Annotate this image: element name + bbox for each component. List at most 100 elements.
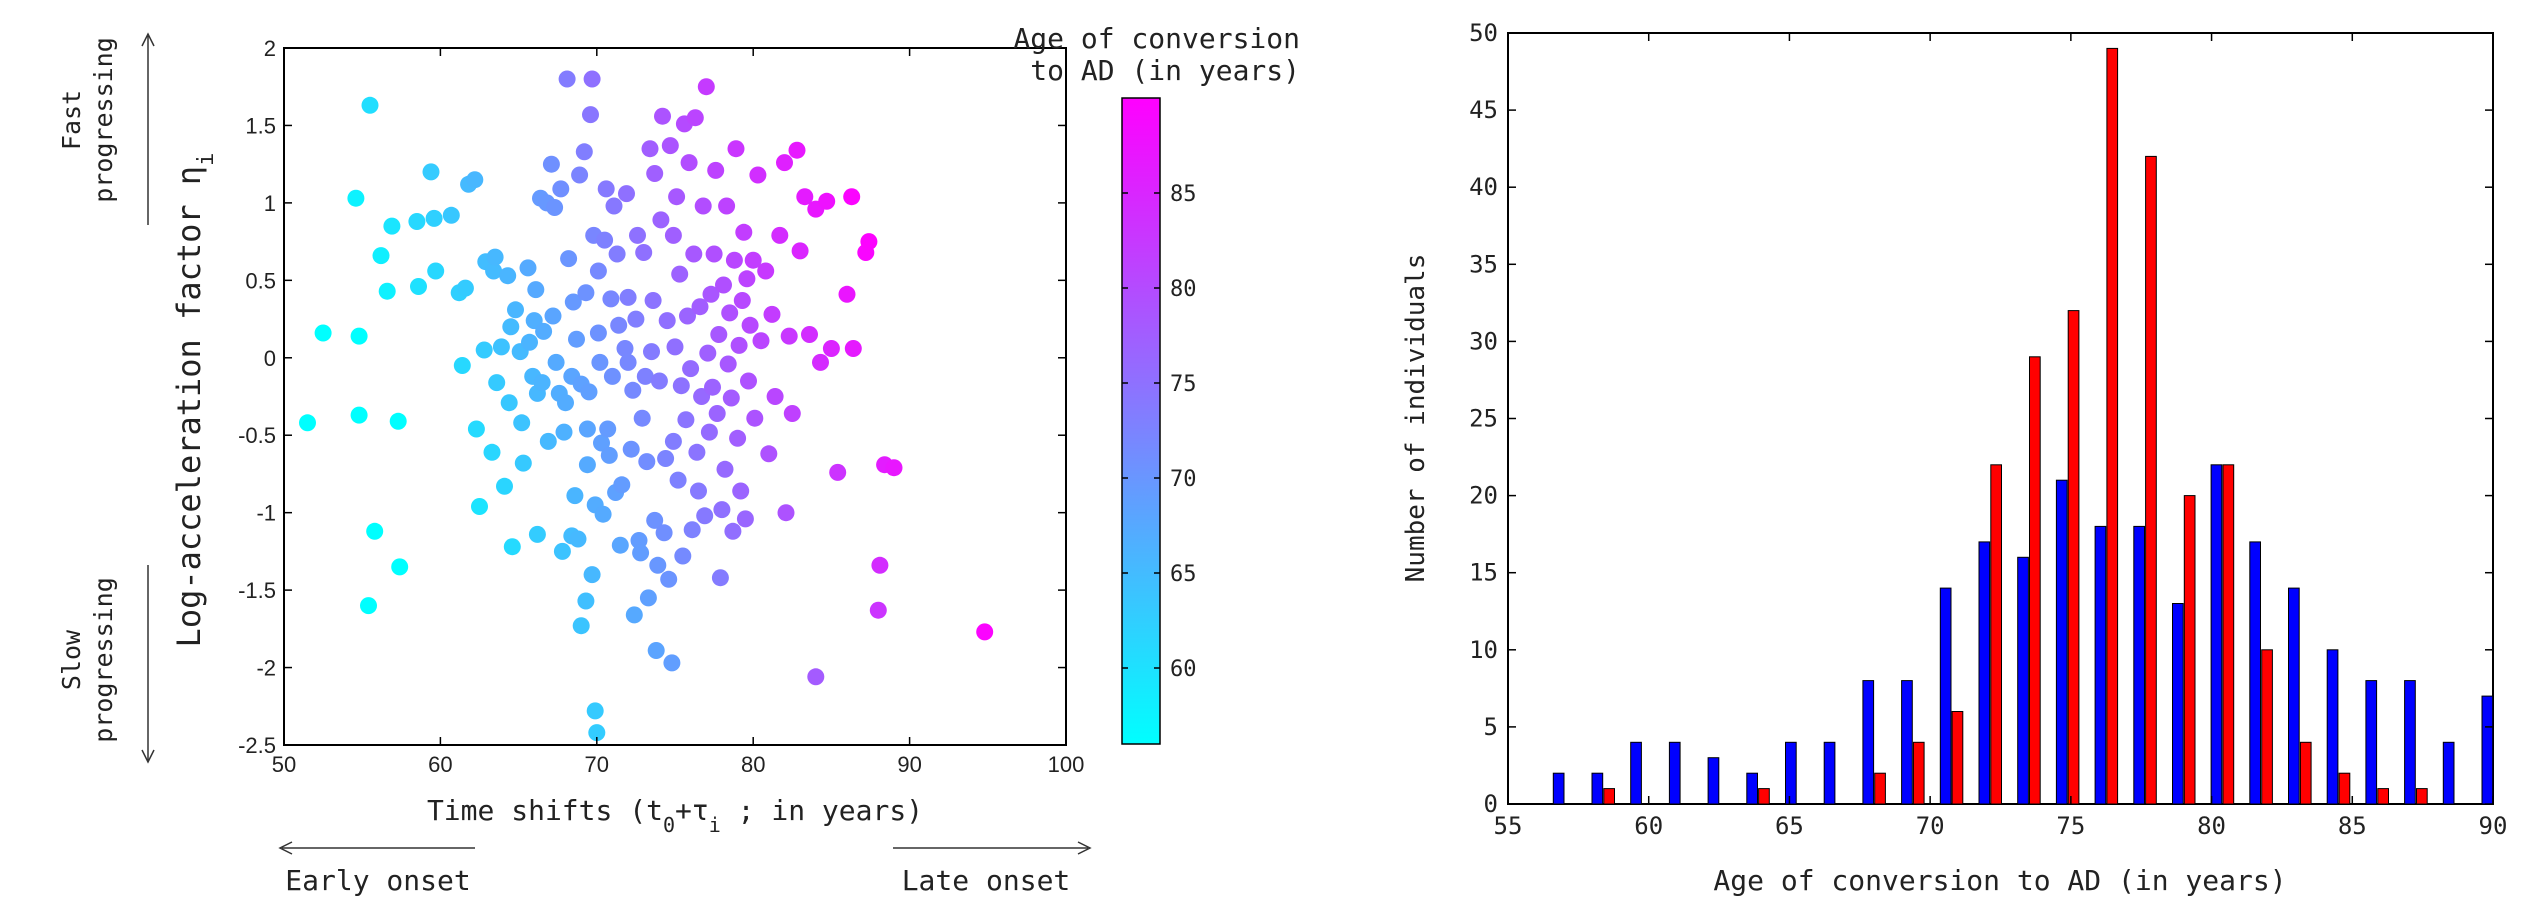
histogram-bar-blue bbox=[2365, 680, 2378, 805]
colorbar-tick-label: 65 bbox=[1170, 562, 1197, 587]
scatter-point bbox=[577, 284, 595, 302]
scatter-point bbox=[871, 556, 889, 574]
slow-progressing-line2: progressing bbox=[89, 577, 118, 743]
scatter-point bbox=[724, 522, 742, 540]
scatter-point bbox=[389, 412, 407, 430]
scatter-point bbox=[719, 355, 737, 373]
histogram-bar-red bbox=[1874, 772, 1886, 805]
scatter-point bbox=[647, 642, 665, 659]
scatter-point bbox=[630, 532, 648, 549]
scatter-point bbox=[582, 106, 599, 124]
scatter-point bbox=[618, 185, 635, 203]
scatter-point bbox=[619, 353, 637, 371]
histogram-y-label: Number of individuals bbox=[1401, 254, 1431, 583]
scatter-y-tick-label: 1 bbox=[264, 191, 276, 216]
scatter-point bbox=[716, 460, 734, 478]
scatter-point bbox=[539, 432, 557, 450]
scatter-point bbox=[558, 70, 576, 88]
scatter-point bbox=[674, 547, 692, 565]
scatter-point bbox=[571, 166, 589, 184]
scatter-point bbox=[475, 341, 493, 359]
scatter-point bbox=[575, 143, 593, 161]
scatter-point bbox=[672, 377, 690, 395]
scatter-x-tick-label: 50 bbox=[272, 752, 296, 777]
histogram-bar-red bbox=[2183, 495, 2196, 805]
histogram-bar-blue bbox=[2133, 525, 2146, 805]
scatter-point bbox=[314, 324, 332, 342]
histogram-y-tick-label: 20 bbox=[1469, 482, 1498, 510]
histogram-x-tick-label: 80 bbox=[2197, 812, 2226, 840]
scatter-point bbox=[885, 459, 903, 477]
scatter-point bbox=[668, 188, 686, 206]
scatter-point bbox=[583, 70, 601, 88]
scatter-point bbox=[700, 423, 718, 441]
scatter-point bbox=[844, 340, 862, 357]
scatter-y-tick-label: -1.5 bbox=[238, 578, 276, 603]
histogram-panel: 55 60 65 70 75 80 85 90 0 5 10 15 20 25 30 35 40 45 50 Ag… bbox=[1401, 19, 2507, 897]
colorbar-title-line2: to AD (in years) bbox=[1030, 54, 1300, 87]
scatter-point bbox=[552, 180, 570, 198]
scatter-point bbox=[646, 511, 664, 529]
histogram-bar-red bbox=[2261, 649, 2273, 805]
histogram-y-tick-label: 25 bbox=[1469, 405, 1498, 433]
scatter-point bbox=[580, 383, 598, 401]
scatter-y-tick-label: 2 bbox=[264, 36, 276, 61]
scatter-point bbox=[829, 463, 847, 481]
scatter-point bbox=[613, 476, 631, 494]
scatter-point bbox=[660, 570, 678, 588]
scatter-x-tick-label: 80 bbox=[741, 752, 765, 777]
scatter-y-label: Log-acceleration factor ηi bbox=[170, 153, 219, 648]
scatter-point bbox=[471, 498, 488, 515]
scatter-point bbox=[533, 374, 551, 392]
scatter-point bbox=[733, 292, 751, 309]
scatter-point bbox=[513, 414, 531, 432]
scatter-point bbox=[507, 301, 524, 319]
scatter-point bbox=[502, 318, 520, 336]
scatter-point bbox=[599, 420, 617, 438]
histogram-bar-red bbox=[2377, 788, 2390, 805]
scatter-point bbox=[639, 589, 657, 607]
scatter-point bbox=[624, 381, 642, 399]
scatter-point bbox=[583, 566, 601, 584]
histogram-bar-blue bbox=[1630, 741, 1642, 805]
scatter-point bbox=[686, 109, 704, 127]
scatter-point bbox=[568, 330, 585, 348]
scatter-point bbox=[360, 597, 377, 615]
scatter-point bbox=[685, 245, 703, 263]
scatter-point bbox=[725, 251, 743, 269]
scatter-point bbox=[611, 536, 629, 554]
scatter-point bbox=[577, 592, 595, 610]
scatter-x-tick-label: 70 bbox=[585, 752, 609, 777]
early-arrow-head bbox=[278, 841, 293, 855]
scatter-y-ticks: 2 1.5 1 0.5 0 -0.5 -1 -1.5 -2 -2.5 bbox=[238, 36, 1066, 758]
scatter-point bbox=[596, 231, 614, 249]
scatter-point bbox=[658, 312, 676, 330]
scatter-point bbox=[602, 290, 620, 308]
histogram-bar-red bbox=[2299, 741, 2312, 805]
histogram-y-ticks: 0 5 10 15 20 25 30 35 40 45 50 bbox=[1469, 19, 2493, 818]
colorbar-title-line1: Age of conversion bbox=[1013, 22, 1300, 55]
histogram-bars bbox=[1552, 47, 2494, 805]
histogram-bar-blue bbox=[1785, 741, 1797, 805]
scatter-point bbox=[372, 247, 390, 265]
scatter-point bbox=[485, 262, 503, 280]
scatter-point bbox=[760, 445, 778, 463]
scatter-point bbox=[514, 454, 532, 472]
scatter-point bbox=[453, 357, 471, 374]
scatter-y-tick-label: 0 bbox=[264, 346, 276, 371]
scatter-point bbox=[566, 487, 584, 505]
scatter-point bbox=[838, 285, 856, 303]
scatter-point bbox=[801, 326, 818, 343]
scatter-point bbox=[638, 453, 656, 471]
histogram-bar-blue bbox=[1978, 541, 1991, 805]
scatter-point bbox=[644, 292, 662, 309]
scatter-point bbox=[683, 521, 701, 539]
histogram-y-tick-label: 35 bbox=[1469, 250, 1498, 278]
scatter-point bbox=[586, 702, 604, 720]
scatter-point bbox=[589, 324, 607, 342]
fast-progressing-line2: progressing bbox=[89, 37, 118, 203]
slow-progressing-line1: Slow bbox=[57, 629, 86, 690]
scatter-point bbox=[347, 189, 365, 207]
scatter-point bbox=[679, 307, 696, 325]
